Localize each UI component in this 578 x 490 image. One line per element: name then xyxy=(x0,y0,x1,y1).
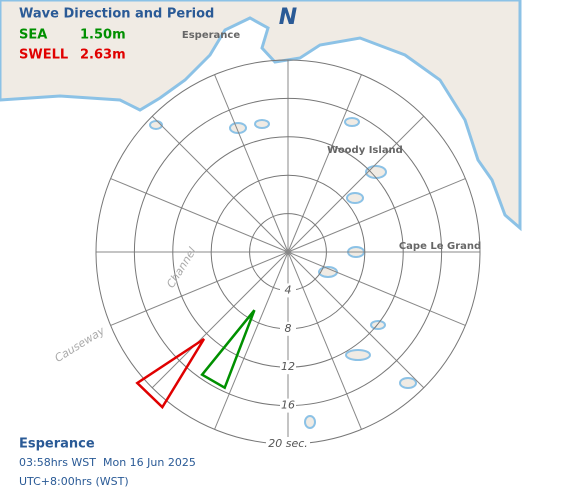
compass-spokes xyxy=(95,59,481,445)
wave-arrow xyxy=(200,309,256,390)
ring-label: 16 xyxy=(281,399,295,412)
spoke xyxy=(110,251,289,326)
ring-label-bg xyxy=(266,437,310,451)
spoke xyxy=(151,115,289,253)
sea-label: SEA xyxy=(19,28,47,43)
spoke xyxy=(287,115,425,253)
ring-label-bg xyxy=(280,283,296,298)
footer-timezone: UTC+8:00hrs (WST) xyxy=(19,475,129,488)
footer-time: 03:58hrs WST Mon 16 Jun 2025 xyxy=(19,456,196,469)
ring-label-bg xyxy=(280,398,296,413)
sea-height: 1.50m xyxy=(80,28,126,43)
spoke xyxy=(214,74,289,253)
place-label: Cape Le Grand xyxy=(399,241,481,252)
north-label: N xyxy=(279,5,297,30)
spoke xyxy=(151,251,289,389)
ring-label: 4 xyxy=(285,283,292,296)
swell-label: SWELL xyxy=(19,48,68,63)
spoke xyxy=(287,251,362,430)
place-label: Esperance xyxy=(182,30,240,41)
spoke xyxy=(287,251,466,326)
spoke xyxy=(287,251,425,389)
wave-arrow xyxy=(135,337,206,410)
ring-label-bg xyxy=(280,321,296,336)
ring-label-bg xyxy=(280,360,296,375)
spoke xyxy=(287,74,362,253)
swell-height: 2.63m xyxy=(80,48,126,63)
spoke xyxy=(214,251,289,430)
mainland xyxy=(0,0,522,232)
spoke xyxy=(287,178,466,253)
spoke xyxy=(110,178,289,253)
ring-label: 8 xyxy=(285,322,292,335)
place-label: Woody Island xyxy=(327,145,403,156)
ring-label: 12 xyxy=(281,360,295,373)
title: Wave Direction and Period xyxy=(19,7,214,22)
ring-label: 20 sec. xyxy=(268,437,308,450)
footer-location: Esperance xyxy=(19,437,95,452)
